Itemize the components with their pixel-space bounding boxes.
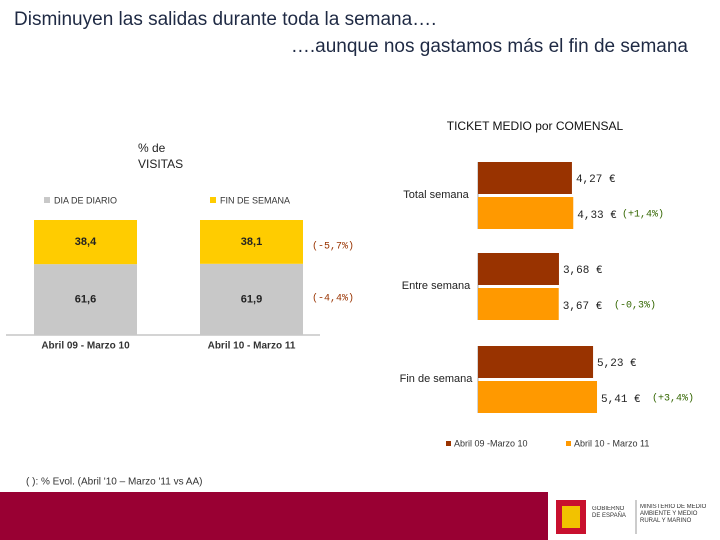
bar	[478, 197, 574, 229]
category-label: Total semana	[403, 189, 469, 201]
logo1-box: GOBIERNO DE ESPAÑA	[592, 506, 626, 519]
bar-segment	[200, 220, 303, 264]
x-tick-label: Abril 09 - Marzo 10	[41, 341, 130, 352]
value-label: 5,41 €	[601, 394, 641, 406]
legend-swatch	[566, 441, 571, 446]
bar-segment	[34, 264, 137, 335]
bar	[478, 253, 559, 285]
value-label: 61,9	[241, 293, 262, 305]
axis-label: % de VISITAS	[138, 141, 184, 171]
value-label: 61,6	[75, 293, 96, 305]
value-label: 38,1	[241, 236, 262, 248]
bar	[478, 162, 572, 194]
value-label: 38,4	[75, 236, 97, 248]
logo2-box: MINISTERIO DE MEDIO AMBIENTE Y MEDIO RUR…	[640, 504, 707, 524]
legend-label: FIN DE SEMANA	[220, 195, 290, 205]
value-label: 4,27 €	[576, 174, 616, 186]
coat-of-arms-inner	[562, 506, 580, 528]
category-label: Fin de semana	[400, 373, 474, 385]
legend-label: DIA DE DIARIO	[54, 195, 117, 205]
annotation: (+1,4%)	[622, 209, 664, 221]
logo2: MINISTERIO DE MEDIO AMBIENTE Y MEDIO RUR…	[640, 504, 707, 524]
chart-title: TICKET MEDIO por COMENSAL	[447, 119, 624, 133]
footnote: ( ): % Evol. (Abril '10 – Marzo '11 vs A…	[26, 477, 202, 488]
axis-label-box: % de VISITAS	[138, 141, 184, 171]
title-line-1: Disminuyen las salidas durante toda la s…	[14, 9, 436, 30]
logo1: GOBIERNO DE ESPAÑA	[592, 506, 626, 519]
x-tick-label: Abril 10 - Marzo 11	[208, 341, 296, 352]
annotation: (+3,4%)	[652, 393, 694, 405]
bar	[478, 346, 594, 378]
bar	[478, 288, 559, 320]
annotation: (-4,4%)	[312, 293, 354, 305]
legend-swatch	[210, 197, 216, 203]
category-label: Entre semana	[402, 280, 471, 292]
value-label: 3,68 €	[563, 265, 603, 277]
legend-label: Abril 10 - Marzo 11	[574, 438, 649, 448]
value-label: 5,23 €	[597, 358, 637, 370]
legend-label: Abril 09 -Marzo 10	[454, 438, 528, 448]
legend-swatch	[446, 441, 451, 446]
bar-segment	[200, 263, 303, 335]
annotation: (-0,3%)	[614, 300, 656, 312]
value-label: 4,33 €	[577, 210, 617, 222]
legend-swatch	[44, 197, 50, 203]
annotation: (-5,7%)	[312, 241, 354, 253]
value-label: 3,67 €	[563, 301, 603, 313]
bar-segment	[34, 220, 137, 265]
bar	[478, 381, 598, 413]
title-line-2: ….aunque nos gastamos más el fin de sema…	[291, 36, 689, 57]
